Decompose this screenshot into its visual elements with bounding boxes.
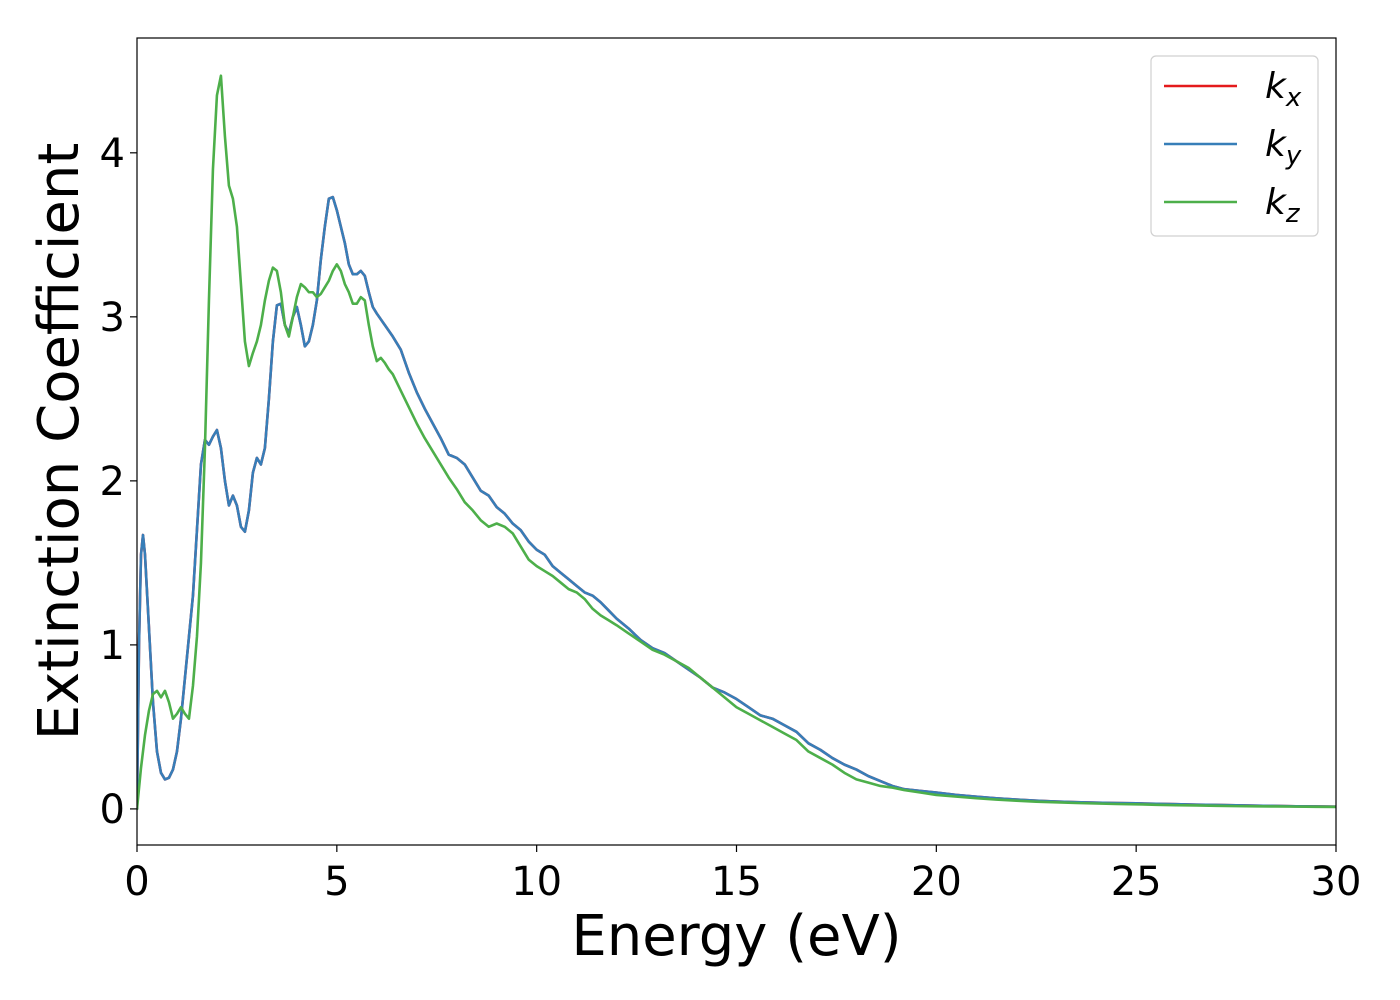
x-tick-label: 25 [1111, 859, 1162, 905]
legend-label-y: ky [1265, 124, 1302, 171]
y-axis: 0 1 2 3 4 [100, 131, 137, 833]
x-axis: 0 5 10 15 20 25 30 [124, 845, 1361, 905]
plot-area [137, 74, 1336, 811]
y-tick-label: 4 [100, 131, 125, 177]
series-line-z [137, 74, 1336, 811]
series-line-y [137, 195, 1336, 811]
legend: kx ky kz [1150, 55, 1319, 237]
y-tick-label: 3 [100, 295, 125, 341]
y-tick-label: 0 [100, 787, 125, 833]
x-tick-label: 10 [511, 859, 562, 905]
x-tick-label: 0 [124, 859, 149, 905]
x-tick-label: 15 [711, 859, 762, 905]
y-tick-label: 2 [100, 459, 125, 505]
x-tick-label: 20 [911, 859, 962, 905]
x-axis-title: Energy (eV) [571, 904, 901, 969]
x-tick-label: 5 [324, 859, 349, 905]
y-tick-label: 1 [100, 623, 125, 669]
legend-box [1150, 55, 1319, 237]
legend-label-z: kz [1265, 182, 1301, 229]
x-tick-label: 30 [1311, 859, 1362, 905]
y-axis-title: Extinction Coefficient [27, 143, 92, 741]
legend-label-x: kx [1265, 66, 1302, 113]
